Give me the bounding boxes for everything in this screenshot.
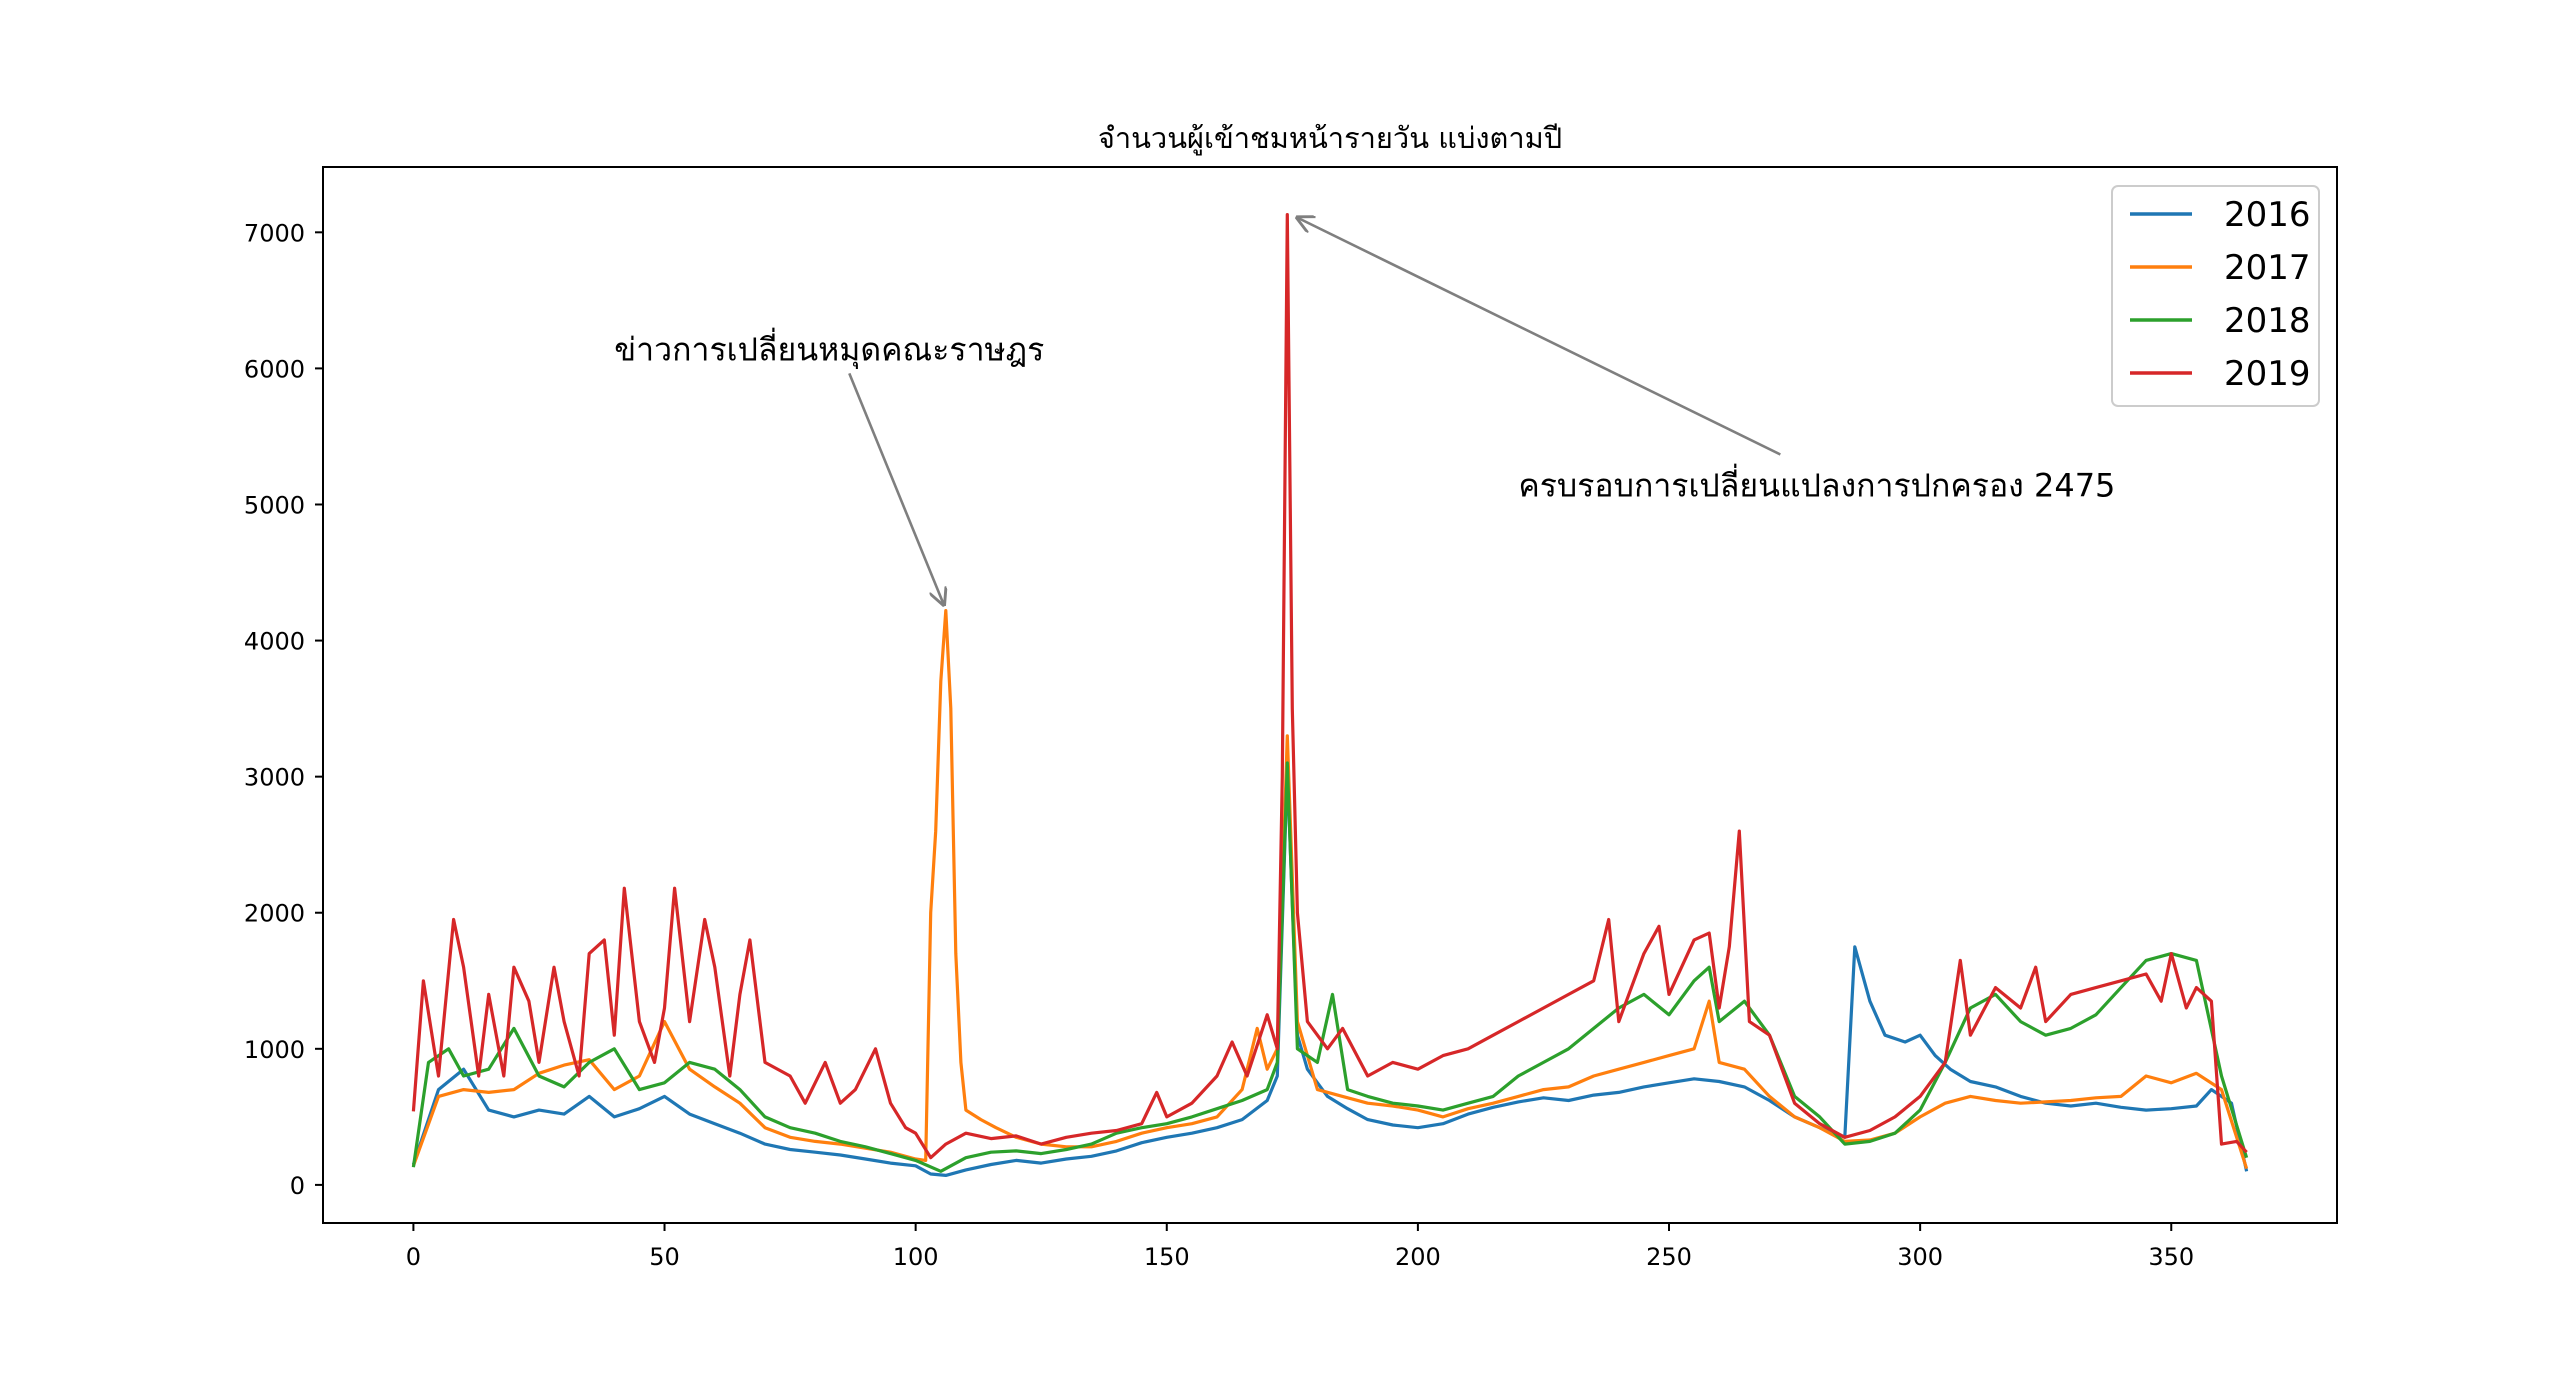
plot-frame	[322, 166, 2338, 1224]
x-tick-label: 150	[1144, 1243, 1190, 1271]
x-tick-label: 300	[1897, 1243, 1943, 1271]
legend-label-2017: 2017	[2224, 248, 2311, 288]
annotation-text: ข่าวการเปลี่ยนหมุดคณะราษฎร	[614, 327, 1044, 369]
series-lines	[411, 213, 2249, 1178]
annotation-arrow	[848, 372, 943, 604]
axes: 0 50 100 150 200 250 300 350 0 1000 2000 3000 4000 50…	[244, 166, 2338, 1271]
y-tick-label: 2000	[244, 900, 305, 928]
y-tick-label: 0	[290, 1172, 305, 1200]
x-tick-label: 250	[1646, 1243, 1692, 1271]
annotation-arrow	[1297, 218, 1781, 456]
chart-title: จำนวนผู้เข้าชมหน้ารายวัน แบ่งตามปี	[1098, 121, 1562, 156]
legend-label-2018: 2018	[2224, 301, 2311, 341]
y-tick-label: 1000	[244, 1036, 305, 1064]
x-tick-label: 0	[406, 1243, 421, 1271]
annotation-text: ครบรอบการเปลี่ยนแปลงการปกครอง 2475	[1518, 463, 2115, 504]
series-line-2016	[411, 768, 2249, 1178]
series-line-2018	[411, 761, 2249, 1173]
y-tick-label: 7000	[244, 219, 305, 247]
y-tick-label: 6000	[244, 355, 305, 383]
legend-box	[2111, 185, 2320, 407]
y-tick-label: 3000	[244, 764, 305, 792]
legend-label-2016: 2016	[2224, 195, 2311, 235]
x-tick-label: 100	[893, 1243, 939, 1271]
y-tick-label: 4000	[244, 628, 305, 656]
annotations: ข่าวการเปลี่ยนหมุดคณะราษฎรครบรอบการเปลี่…	[614, 218, 2115, 605]
series-line-2019	[411, 213, 2248, 1160]
x-tick-label: 50	[649, 1243, 680, 1271]
legend-label-2019: 2019	[2224, 354, 2311, 394]
x-tick-label: 350	[2148, 1243, 2194, 1271]
legend: 2016 2017 2018 2019	[2111, 185, 2320, 407]
x-tick-label: 200	[1395, 1243, 1441, 1271]
y-tick-label: 5000	[244, 491, 305, 519]
